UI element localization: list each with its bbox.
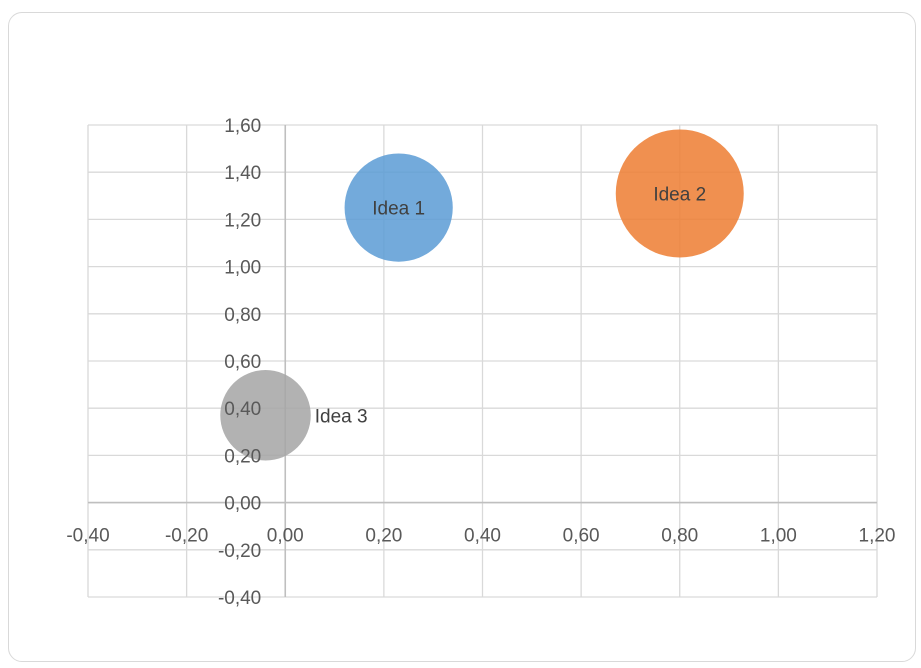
y-tick-label: -0,40 [218, 588, 261, 609]
y-tick-labels: -0,40 -0,20 0,00 0,20 0,40 0,60 0,80 1,00 1,20 1,… [218, 116, 261, 609]
y-tick-label: 0,40 [224, 399, 261, 420]
x-tick-label: 1,20 [859, 526, 896, 547]
y-tick-label: 0,80 [224, 305, 261, 326]
gridlines [87, 124, 878, 598]
bubble-idea-2[interactable] [615, 129, 744, 258]
y-tick-label: -0,20 [218, 541, 261, 562]
bubble-idea-3[interactable] [220, 370, 311, 461]
y-tick-label: 1,00 [224, 258, 261, 279]
x-tick-labels: -0,40 -0,20 0,00 0,20 0,40 0,60 0,80 1,00 1,20 [66, 526, 895, 547]
bubble-label: Idea 3 [315, 406, 368, 427]
axes [88, 125, 877, 597]
x-tick-label: 0,80 [661, 526, 698, 547]
y-tick-label: 1,40 [224, 163, 261, 184]
x-tick-label: 0,60 [563, 526, 600, 547]
chart-frame [8, 12, 916, 662]
bubble-idea-1[interactable] [344, 153, 453, 262]
bubbles: Idea 1 Idea 2 Idea 3 [220, 129, 744, 461]
y-tick-label: 0,00 [224, 494, 261, 515]
y-tick-label: 1,20 [224, 210, 261, 231]
x-tick-label: 1,00 [760, 526, 797, 547]
y-tick-label: 0,60 [224, 352, 261, 373]
x-tick-label: -0,40 [66, 526, 109, 547]
x-tick-label: 0,40 [464, 526, 501, 547]
x-tick-label: 0,00 [267, 526, 304, 547]
y-tick-label: 0,20 [224, 446, 261, 467]
x-tick-label: 0,20 [365, 526, 402, 547]
y-tick-label: 1,60 [224, 116, 261, 137]
x-tick-label: -0,20 [165, 526, 208, 547]
bubble-label: Idea 1 [372, 199, 425, 220]
bubble-label: Idea 2 [653, 184, 706, 205]
